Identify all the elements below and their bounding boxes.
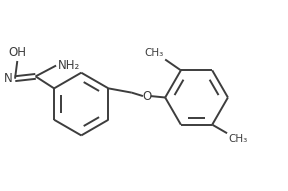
Text: OH: OH	[8, 46, 26, 59]
Text: O: O	[142, 90, 151, 103]
Text: NH₂: NH₂	[58, 59, 80, 72]
Text: CH₃: CH₃	[228, 134, 247, 144]
Text: N: N	[4, 72, 13, 85]
Text: CH₃: CH₃	[145, 48, 164, 58]
